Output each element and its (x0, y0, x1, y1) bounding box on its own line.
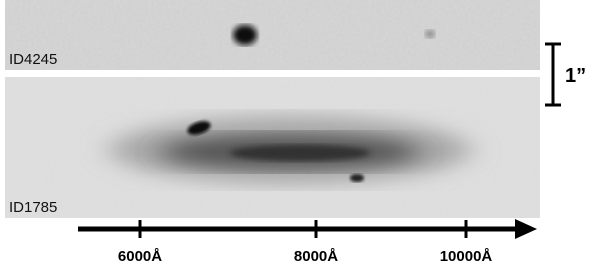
spectrum-panel (5, 77, 540, 218)
wavelength-axis (78, 219, 537, 239)
tick-label: 8000Å (294, 248, 338, 265)
tick-label: 10000Å (440, 248, 493, 265)
spectrum-panel (5, 0, 540, 70)
panel-label: ID4245 (9, 51, 57, 68)
panel-label: ID1785 (9, 199, 57, 216)
figure: ID4245 ID1785 1” 6000Å 8000Å 10000Å (0, 0, 589, 268)
scale-label: 1” (565, 65, 586, 87)
page: ID4245 ID1785 1” 6000Å 8000Å 10000Å (() … (0, 0, 589, 268)
tick-label: 6000Å (118, 248, 162, 265)
scale-bar (545, 44, 561, 105)
